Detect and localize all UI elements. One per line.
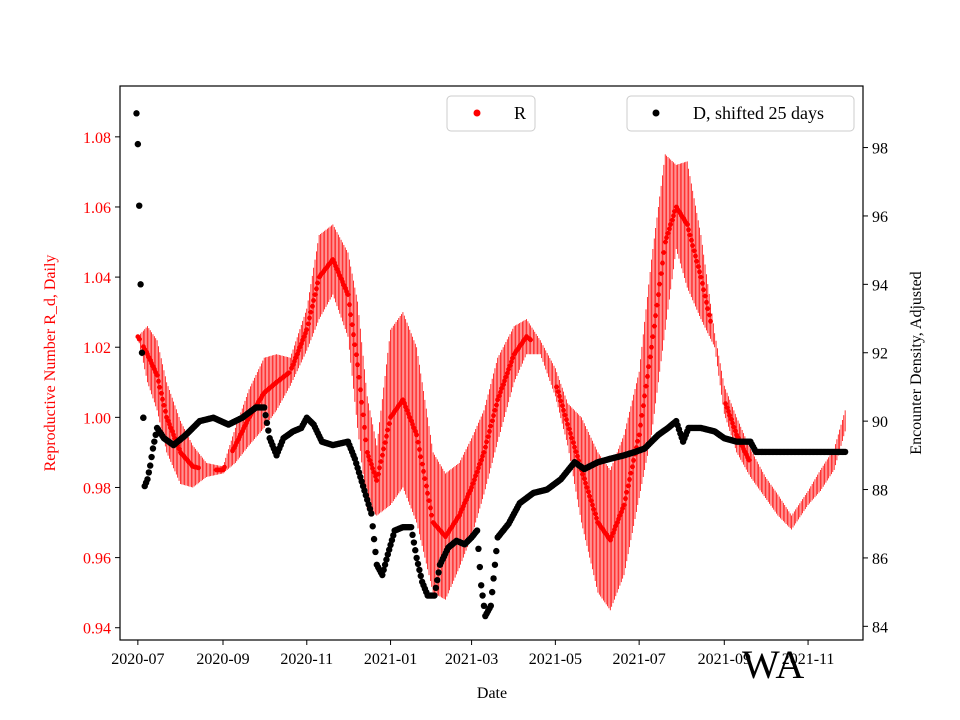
d-point [841,448,849,456]
legend-d-box [626,95,855,132]
right-y-tick-label: 90 [872,414,888,431]
d-point [409,531,416,539]
d-point [265,427,272,434]
d-point [491,561,499,568]
x-axis-label: Date [477,685,507,702]
left-y-tick-label: 1.02 [83,340,111,357]
d-point [380,566,387,574]
legend-d-label: D, shifted 25 days [693,103,824,123]
x-axis: 2020-07 2020-09 2020-11 2021-01 2021-03 2021-… [111,640,834,668]
left-y-axis: 0.94 0.96 0.98 1.00 1.02 1.04 1.06 1.08 [83,130,120,638]
d-point [479,592,486,599]
d-point [416,566,423,574]
x-tick-label: 2020-07 [111,651,164,668]
d-point [493,547,500,555]
d-point [431,592,438,599]
d-point [410,539,418,546]
x-tick-label: 2021-03 [445,651,498,668]
d-point [134,140,142,148]
left-y-tick-label: 1.04 [83,270,111,287]
d-point [488,588,496,596]
x-tick-label: 2021-05 [529,651,582,668]
d-point [263,419,271,427]
right-y-tick-label: 98 [872,141,888,158]
d-point [432,584,440,592]
d-series [133,110,849,620]
d-point [412,547,419,554]
left-y-axis-label: Reproductive Number R_d, Daily [42,255,59,472]
d-point [414,560,422,568]
d-point [407,523,415,531]
d-point [151,438,158,445]
d-point [368,510,375,517]
d-point [136,202,143,209]
left-y-tick-label: 0.94 [83,621,111,638]
d-point [475,545,482,553]
x-tick-label: 2020-09 [196,651,249,668]
d-point [476,563,484,571]
d-point [137,281,144,288]
left-y-tick-label: 1.08 [83,130,111,147]
left-y-tick-label: 0.98 [83,480,111,497]
d-point [487,602,495,610]
legend-r-marker [473,109,481,117]
d-point [147,462,154,469]
x-tick-label: 2021-11 [782,651,835,668]
right-y-tick-label: 96 [872,209,888,226]
x-tick-label: 2021-01 [364,651,417,668]
d-point [473,527,481,534]
d-point [140,414,147,421]
left-y-tick-label: 1.00 [83,410,111,427]
legend-r: R [446,95,536,132]
d-point [148,453,155,461]
d-point [413,554,420,562]
d-point [383,556,390,563]
x-tick-label: 2021-09 [698,651,751,668]
right-y-axis: 84 86 88 90 92 94 96 98 [863,141,888,636]
d-point [138,349,146,356]
right-y-axis-label: Encounter Density, Adjusted [908,271,925,454]
d-point [261,404,268,411]
legend-d-marker [652,109,660,117]
d-point [372,548,379,556]
d-point [477,582,485,589]
d-point [434,576,441,584]
left-y-tick-label: 1.06 [83,200,111,217]
d-point [133,110,140,117]
legend-d: D, shifted 25 days [626,95,855,132]
d-point [144,476,151,483]
d-point [369,523,376,530]
right-y-tick-label: 94 [872,277,888,294]
d-point [145,469,153,476]
left-y-tick-label: 0.96 [83,551,111,568]
d-point [262,411,269,419]
right-y-tick-label: 88 [872,483,888,500]
region-label: WA [742,642,804,687]
legend-r-label: R [514,103,526,123]
r-series [135,154,846,611]
legend-r-box [446,95,536,132]
right-y-tick-label: 92 [872,346,888,363]
right-y-tick-label: 86 [872,551,888,568]
x-tick-label: 2020-11 [280,651,333,668]
x-tick-label: 2021-07 [612,651,665,668]
d-point [370,535,378,543]
d-point [480,602,488,610]
d-point [379,571,386,579]
d-point [417,572,424,580]
d-point [435,569,442,576]
right-y-tick-label: 84 [872,619,888,636]
d-point [381,561,389,568]
d-point [149,445,157,452]
d-point [490,575,497,582]
plot-frame [119,85,864,641]
